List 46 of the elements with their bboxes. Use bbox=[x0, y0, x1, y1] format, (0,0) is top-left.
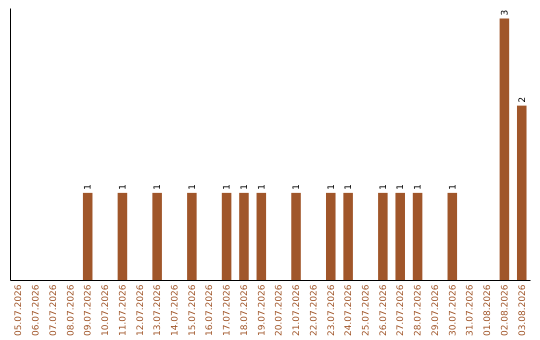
data-label: 1 bbox=[240, 184, 250, 190]
x-tick-label: 28.07.2026 bbox=[414, 284, 424, 336]
data-label: 1 bbox=[378, 184, 389, 190]
data-label: 2 bbox=[518, 96, 528, 103]
x-tick-label: 30.07.2026 bbox=[448, 284, 458, 336]
x-tick-label: 09.07.2026 bbox=[84, 284, 94, 336]
x-tick-label: 19.07.2026 bbox=[257, 284, 268, 336]
x-tick-label: 20.07.2026 bbox=[274, 284, 285, 336]
x-tick-label: 13.07.2026 bbox=[153, 284, 164, 336]
x-tick-label: 01.08.2026 bbox=[483, 284, 494, 336]
data-label: 1 bbox=[344, 184, 354, 190]
data-label: 1 bbox=[396, 184, 406, 190]
x-tick-label: 17.07.2026 bbox=[222, 284, 233, 336]
x-tick-label: 29.07.2026 bbox=[430, 284, 441, 336]
data-label: 1 bbox=[188, 184, 198, 190]
data-label: 1 bbox=[292, 184, 302, 190]
data-label: 1 bbox=[448, 184, 458, 190]
data-label: 1 bbox=[118, 184, 128, 190]
x-tick-label: 10.07.2026 bbox=[101, 284, 112, 336]
x-tick-label: 06.07.2026 bbox=[32, 284, 42, 336]
x-tick-label: 08.07.2026 bbox=[66, 284, 76, 336]
data-label: 1 bbox=[84, 184, 94, 190]
x-tick-label: 21.07.2026 bbox=[292, 284, 302, 336]
x-tick-label: 03.08.2026 bbox=[518, 284, 528, 336]
x-tick-label: 31.07.2026 bbox=[466, 284, 476, 336]
data-label: 1 bbox=[257, 184, 268, 190]
x-tick-label: 14.07.2026 bbox=[170, 284, 181, 336]
x-tick-label: 25.07.2026 bbox=[361, 284, 372, 336]
x-tick-label: 05.07.2026 bbox=[14, 284, 24, 336]
x-tick-label: 07.07.2026 bbox=[48, 284, 59, 336]
data-label: 1 bbox=[222, 184, 233, 190]
x-tick-label: 16.07.2026 bbox=[205, 284, 216, 336]
x-tick-label: 18.07.2026 bbox=[240, 284, 250, 336]
x-tick-label: 22.07.2026 bbox=[309, 284, 320, 336]
x-tick-label: 26.07.2026 bbox=[378, 284, 389, 336]
x-tick-label: 02.08.2026 bbox=[500, 284, 510, 336]
x-tick-label: 23.07.2026 bbox=[326, 284, 337, 336]
x-tick-label: 15.07.2026 bbox=[188, 284, 198, 336]
data-label: 1 bbox=[153, 184, 164, 190]
x-tick-label: 12.07.2026 bbox=[136, 284, 146, 336]
x-tick-label: 11.07.2026 bbox=[118, 284, 128, 336]
data-label: 1 bbox=[414, 184, 424, 190]
x-tick-label: 24.07.2026 bbox=[344, 284, 354, 336]
data-label: 3 bbox=[500, 10, 510, 16]
data-label: 1 bbox=[326, 184, 337, 190]
x-tick-label: 27.07.2026 bbox=[396, 284, 406, 336]
